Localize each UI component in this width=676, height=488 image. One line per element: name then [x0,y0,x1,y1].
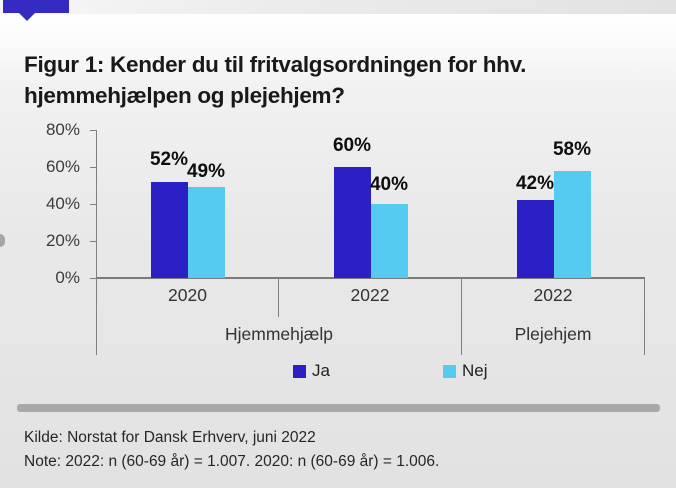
legend-label: Nej [462,361,488,380]
y-axis-tickmark [90,167,96,168]
bar-value-label: 58% [552,138,592,160]
brand-tab-pointer-icon [19,13,35,21]
figure-title: Figur 1: Kender du til fritvalgsordninge… [24,52,527,109]
bar-nej-2020 [187,187,225,278]
top-strip [0,0,676,14]
bar-value-label: 42% [515,173,555,195]
y-axis-tick-label: 60% [45,157,80,176]
x-axis-line [96,277,645,279]
bar-nej-2022 [370,204,408,278]
y-axis-line [96,130,97,278]
note-text: Note: 2022: n (60-69 år) = 1.007. 2020: … [24,453,440,470]
y-axis-tick-label: 40% [45,194,80,213]
y-axis-tickmark [90,204,96,205]
y-axis-tickmark [90,241,96,242]
y-axis-tick-label: 20% [45,231,80,250]
x-axis-group-cell: Hjemmehjælp [96,317,462,355]
legend-swatch-icon [293,364,306,378]
x-axis-year-cell: 2022 [279,278,462,317]
bar-chart: 80% 60% 40% 20% 0% 52% 49% 2020 60% 40% 2022 42% 58%… [0,115,676,355]
legend-label: Ja [312,361,330,380]
bar-nej-2022 [553,170,591,278]
bar-value-label: 60% [332,135,372,156]
x-axis-year-cell: 2022 [462,278,645,317]
y-axis-tickmark [90,130,96,131]
bar-value-label: 40% [369,174,409,195]
y-axis-tick-label: 80% [45,120,80,139]
legend-item-ja: Ja [293,361,330,381]
x-axis-group-cell: Plejehjem [462,317,645,355]
y-axis-tick-label: 0% [55,268,80,287]
bar-ja-2020 [150,181,188,278]
brand-tab[interactable] [3,0,69,13]
chart-legend: Ja Nej [0,361,676,383]
edge-widget-partial[interactable] [0,234,5,247]
legend-swatch-icon [443,364,456,378]
bar-ja-2022 [333,167,371,278]
horizontal-scrollbar[interactable] [17,404,660,412]
source-text: Kilde: Norstat for Dansk Erhverv, juni 2… [24,429,316,446]
y-axis-tickmark [90,278,96,279]
bar-value-label: 52% [149,148,189,170]
bar-ja-2022 [516,200,554,278]
x-axis-year-cell: 2020 [96,278,279,317]
legend-item-nej: Nej [443,361,488,381]
bar-value-label: 49% [186,161,226,183]
